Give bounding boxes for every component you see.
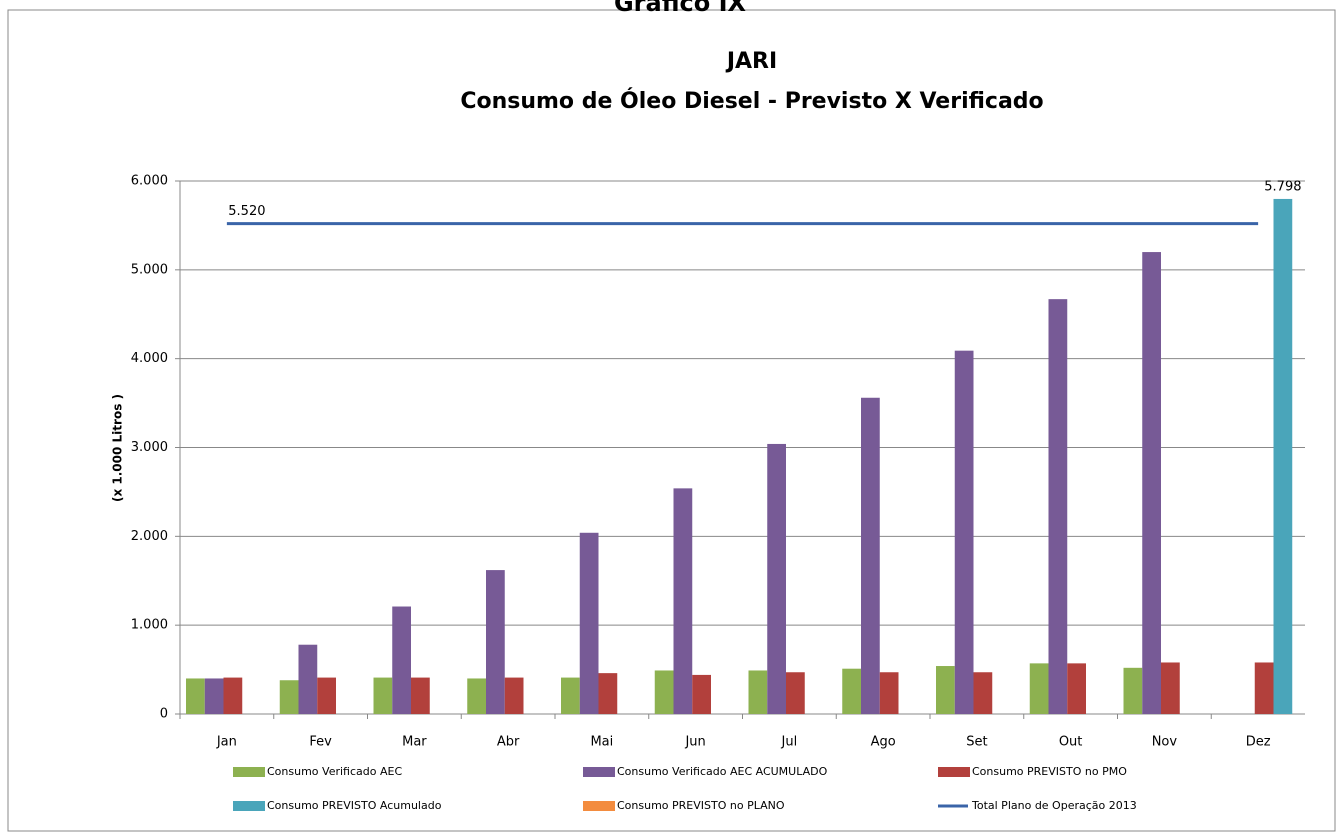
bar: [223, 677, 243, 714]
y-tick-label: 1.000: [131, 618, 168, 633]
bar: [598, 673, 618, 714]
y-tick-label: 0: [160, 707, 168, 722]
bar: [1029, 663, 1049, 714]
bar: [748, 670, 768, 714]
x-tick-label: Jun: [684, 735, 705, 750]
bar: [1254, 662, 1274, 714]
bar: [879, 672, 899, 714]
data-label: 5.520: [228, 204, 265, 219]
bar: [392, 606, 411, 714]
legend-swatch: [938, 767, 970, 777]
x-tick-label: Abr: [497, 735, 520, 750]
y-tick-label: 5.000: [131, 262, 168, 277]
bar: [954, 350, 974, 714]
legend-label: Consumo Verificado AEC ACUMULADO: [617, 765, 828, 778]
data-label: 5.798: [1264, 179, 1301, 194]
bar: [1142, 252, 1161, 715]
legend-label: Total Plano de Operação 2013: [971, 799, 1137, 812]
bar: [936, 666, 955, 714]
x-tick-label: Out: [1059, 735, 1083, 750]
bar: [504, 677, 524, 714]
x-tick-label: Mar: [402, 735, 427, 750]
chart-title: JARI: [725, 49, 777, 74]
y-tick-label: 6.000: [131, 174, 168, 189]
legend-swatch: [233, 801, 265, 811]
bar: [317, 677, 336, 714]
y-tick-label: 2.000: [131, 529, 168, 544]
x-tick-label: Fev: [309, 735, 332, 750]
legend-label: Consumo Verificado AEC: [267, 765, 402, 778]
x-tick-label: Dez: [1246, 735, 1271, 750]
bar: [842, 668, 861, 714]
bar: [204, 678, 224, 714]
x-tick-label: Mai: [590, 735, 613, 750]
bar: [1067, 663, 1086, 714]
legend-swatch: [233, 767, 265, 777]
bar: [973, 672, 993, 714]
legend-swatch: [583, 801, 615, 811]
bar: [186, 678, 205, 714]
x-tick-label: Jan: [216, 735, 237, 750]
bar: [861, 397, 880, 714]
caption: Gráfico IX: [614, 0, 747, 17]
bar: [1161, 662, 1180, 714]
bar: [692, 674, 711, 714]
bar: [1123, 667, 1143, 714]
x-tick-label: Nov: [1152, 735, 1178, 750]
bar: [767, 443, 786, 714]
x-tick-label: Ago: [871, 735, 896, 750]
y-axis-label: (x 1.000 Litros ): [111, 394, 125, 502]
y-tick-label: 3.000: [131, 440, 168, 455]
bar: [411, 677, 430, 714]
bar: [579, 532, 599, 714]
legend-label: Consumo PREVISTO no PMO: [972, 765, 1127, 778]
chart-subtitle: Consumo de Óleo Diesel - Previsto X Veri…: [460, 88, 1043, 114]
legend-swatch: [583, 767, 615, 777]
bar: [654, 670, 674, 714]
bar: [373, 677, 393, 714]
bar: [486, 570, 505, 714]
x-tick-label: Jul: [781, 735, 798, 750]
bar: [561, 677, 580, 714]
bar: [1048, 299, 1068, 714]
bar: [673, 488, 693, 714]
x-tick-label: Set: [966, 735, 987, 750]
bar: [786, 672, 805, 714]
legend-label: Consumo PREVISTO no PLANO: [617, 799, 785, 812]
bar: [1273, 198, 1293, 714]
bar: [467, 678, 486, 714]
y-tick-label: 4.000: [131, 351, 168, 366]
bar: [279, 680, 299, 714]
legend-label: Consumo PREVISTO Acumulado: [267, 799, 442, 812]
bar: [298, 644, 318, 714]
